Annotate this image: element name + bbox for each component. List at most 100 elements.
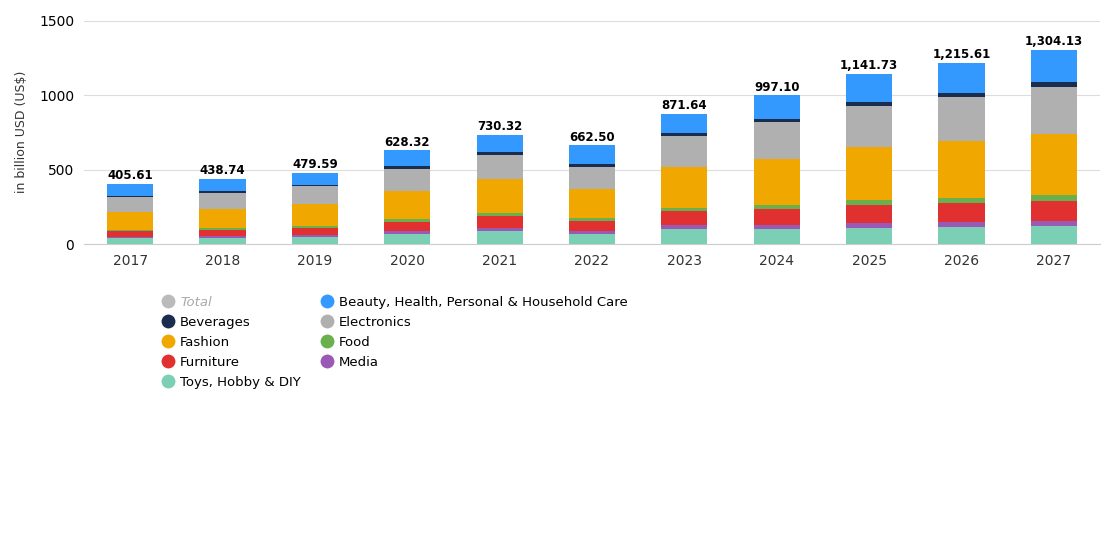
Bar: [661, 167, 707, 207]
Bar: [569, 145, 615, 165]
Text: 438.74: 438.74: [200, 164, 245, 177]
Bar: [292, 235, 338, 237]
Text: 997.10: 997.10: [754, 81, 799, 93]
Bar: [846, 205, 892, 223]
Bar: [200, 178, 245, 191]
Bar: [1030, 201, 1077, 221]
Bar: [292, 226, 338, 227]
Text: 1,141.73: 1,141.73: [840, 59, 899, 72]
Bar: [569, 221, 615, 231]
Bar: [939, 63, 985, 93]
Bar: [385, 166, 430, 168]
Bar: [200, 238, 245, 244]
Bar: [846, 228, 892, 244]
Bar: [107, 196, 153, 197]
Text: 479.59: 479.59: [292, 158, 338, 171]
Bar: [939, 141, 985, 198]
Bar: [846, 223, 892, 228]
Text: 871.64: 871.64: [661, 100, 707, 112]
Bar: [200, 209, 245, 228]
Text: 662.50: 662.50: [569, 131, 614, 143]
Bar: [846, 74, 892, 102]
Bar: [292, 227, 338, 235]
Bar: [476, 231, 523, 244]
Bar: [292, 204, 338, 226]
Bar: [569, 231, 615, 234]
Bar: [569, 219, 615, 221]
Bar: [476, 180, 523, 213]
Bar: [661, 136, 707, 167]
Bar: [939, 203, 985, 222]
Legend: Total, Beverages, Fashion, Furniture, Toys, Hobby & DIY, Beauty, Health, Persona: Total, Beverages, Fashion, Furniture, To…: [162, 295, 628, 389]
Bar: [200, 228, 245, 230]
Bar: [107, 212, 153, 230]
Bar: [476, 216, 523, 228]
Bar: [846, 102, 892, 106]
Bar: [200, 230, 245, 236]
Bar: [385, 222, 430, 231]
Text: 405.61: 405.61: [107, 169, 153, 182]
Y-axis label: in billion USD (US$): in billion USD (US$): [14, 71, 28, 193]
Bar: [107, 231, 153, 237]
Bar: [292, 186, 338, 204]
Bar: [385, 219, 430, 222]
Bar: [476, 135, 523, 152]
Bar: [476, 155, 523, 180]
Bar: [569, 189, 615, 219]
Bar: [385, 231, 430, 235]
Bar: [661, 225, 707, 229]
Bar: [939, 227, 985, 244]
Bar: [661, 133, 707, 136]
Bar: [476, 152, 523, 155]
Bar: [200, 193, 245, 209]
Bar: [476, 213, 523, 216]
Bar: [292, 172, 338, 185]
Bar: [754, 205, 799, 209]
Text: 1,304.13: 1,304.13: [1025, 35, 1083, 48]
Bar: [1030, 221, 1077, 226]
Bar: [385, 151, 430, 166]
Bar: [661, 211, 707, 225]
Bar: [476, 228, 523, 231]
Text: 628.32: 628.32: [385, 136, 430, 148]
Bar: [292, 237, 338, 244]
Bar: [107, 230, 153, 231]
Bar: [292, 185, 338, 186]
Bar: [107, 239, 153, 244]
Bar: [200, 191, 245, 193]
Bar: [754, 118, 799, 122]
Bar: [661, 114, 707, 133]
Text: 1,215.61: 1,215.61: [932, 48, 990, 61]
Bar: [846, 147, 892, 200]
Bar: [385, 235, 430, 244]
Bar: [107, 237, 153, 239]
Bar: [1030, 82, 1077, 87]
Bar: [107, 197, 153, 212]
Bar: [754, 225, 799, 229]
Bar: [939, 222, 985, 227]
Bar: [846, 200, 892, 205]
Bar: [385, 191, 430, 219]
Bar: [1030, 87, 1077, 133]
Bar: [661, 207, 707, 211]
Bar: [846, 106, 892, 147]
Bar: [1030, 226, 1077, 244]
Bar: [939, 198, 985, 203]
Bar: [939, 93, 985, 97]
Bar: [939, 97, 985, 141]
Bar: [107, 183, 153, 196]
Bar: [385, 168, 430, 191]
Bar: [661, 229, 707, 244]
Bar: [754, 96, 799, 118]
Bar: [1030, 133, 1077, 195]
Bar: [1030, 49, 1077, 82]
Bar: [754, 122, 799, 158]
Bar: [1030, 195, 1077, 201]
Text: 730.32: 730.32: [477, 121, 522, 133]
Bar: [200, 236, 245, 238]
Bar: [569, 167, 615, 189]
Bar: [569, 234, 615, 244]
Bar: [754, 158, 799, 205]
Bar: [754, 209, 799, 225]
Bar: [569, 165, 615, 167]
